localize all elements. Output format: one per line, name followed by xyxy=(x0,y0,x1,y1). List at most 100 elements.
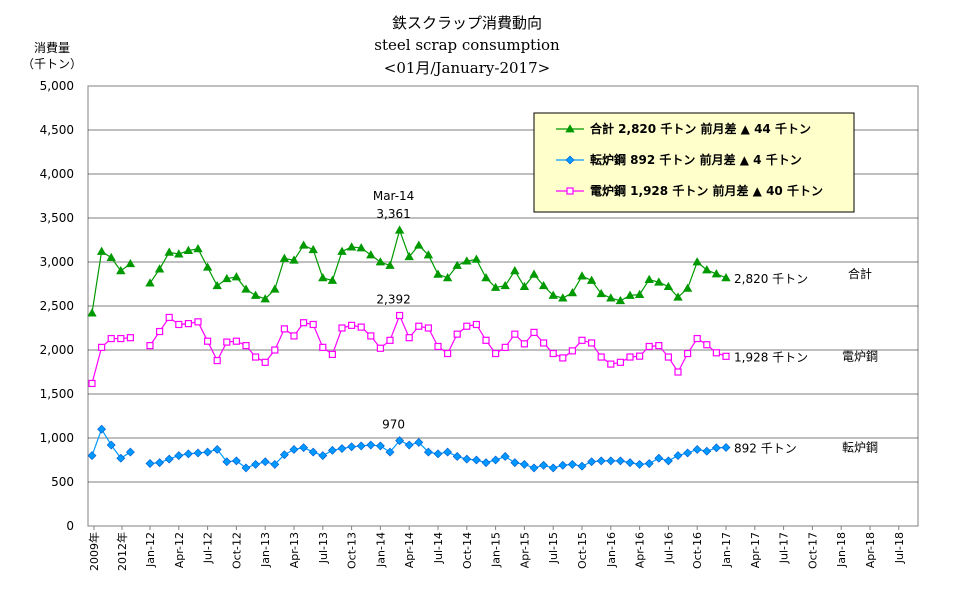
data-point xyxy=(721,273,731,282)
data-annotation: Mar-14 xyxy=(373,189,414,203)
data-point xyxy=(711,269,722,278)
data-point xyxy=(453,330,461,338)
y-tick-label: 1,500 xyxy=(40,387,74,401)
x-tick-label: Jan-12 xyxy=(144,532,157,568)
data-point xyxy=(308,244,318,254)
data-point xyxy=(260,294,270,303)
data-point xyxy=(683,448,693,458)
data-point xyxy=(644,274,654,284)
series-name-label: 転炉鋼 xyxy=(842,441,878,455)
x-tick-label: Oct-13 xyxy=(346,532,359,569)
y-tick-label: 1,000 xyxy=(40,431,74,445)
data-point xyxy=(385,260,395,269)
data-point xyxy=(346,242,357,251)
data-point xyxy=(126,334,135,342)
data-point xyxy=(500,280,510,290)
x-tick-label: Oct-17 xyxy=(806,532,819,569)
data-point xyxy=(491,455,501,465)
data-point xyxy=(472,320,480,329)
data-point xyxy=(501,343,509,351)
data-point xyxy=(529,463,539,473)
data-point xyxy=(607,360,615,368)
data-point xyxy=(597,353,605,361)
end-value-label: 892 千トン xyxy=(734,442,797,456)
data-point xyxy=(223,338,231,346)
legend-entry: 電炉鋼 1,928 千トン 前月差 ▲ 40 千トン xyxy=(590,183,823,198)
x-tick-label: Jul-13 xyxy=(317,532,330,564)
x-tick-label: Apr-15 xyxy=(518,532,531,568)
data-point xyxy=(520,340,529,348)
data-point xyxy=(587,457,597,467)
y-tick-label: 3,500 xyxy=(40,211,74,225)
data-point xyxy=(367,332,375,340)
data-point xyxy=(539,339,548,347)
data-point xyxy=(500,452,510,461)
data-point xyxy=(327,445,337,455)
data-point xyxy=(692,445,702,454)
data-point xyxy=(97,343,106,351)
series-diamond xyxy=(87,424,731,473)
data-point xyxy=(423,447,433,457)
chart-title: 鉄スクラップ消費動向 xyxy=(392,14,542,32)
x-tick-label: Apr-17 xyxy=(749,532,762,568)
x-tick-label: Jul-18 xyxy=(893,532,906,564)
data-point xyxy=(222,273,232,283)
x-tick-label: Oct-15 xyxy=(576,532,589,569)
data-point xyxy=(443,447,453,457)
data-point xyxy=(386,336,394,344)
x-tick-label: Apr-16 xyxy=(634,532,647,568)
x-tick-label: 2012年 xyxy=(115,532,129,571)
data-point xyxy=(154,264,165,273)
data-point xyxy=(702,265,712,274)
data-point xyxy=(539,460,549,470)
data-point xyxy=(231,272,242,281)
data-point xyxy=(193,243,203,253)
x-tick-label: Jan-17 xyxy=(720,532,733,568)
data-point xyxy=(107,334,115,343)
data-point xyxy=(318,273,328,282)
data-point xyxy=(271,346,279,354)
data-point xyxy=(356,441,366,451)
legend-marker xyxy=(566,187,574,195)
y-tick-label: 3,000 xyxy=(40,255,74,269)
data-point xyxy=(366,440,376,450)
data-point xyxy=(232,337,240,345)
data-point xyxy=(260,457,270,467)
data-point xyxy=(164,454,174,464)
data-point xyxy=(433,449,443,459)
y-axis-ticks: 0 500 1,000 1,500 2,000 2,500 3,000 3,500 4,000 4… xyxy=(40,79,74,533)
data-point xyxy=(664,353,673,361)
data-point xyxy=(174,451,184,461)
data-point xyxy=(348,321,356,329)
data-point xyxy=(606,456,616,466)
data-annotation: 3,361 xyxy=(376,207,410,221)
data-point xyxy=(204,337,212,345)
data-point xyxy=(663,281,674,291)
x-tick-label: Jan-14 xyxy=(374,532,387,568)
data-point xyxy=(280,325,288,333)
legend-entry: 転炉鋼 892 千トン 前月差 ▲ 4 千トン xyxy=(590,152,802,167)
y-tick-label: 0 xyxy=(66,519,74,533)
data-point xyxy=(596,288,606,298)
data-point xyxy=(213,356,221,365)
data-point xyxy=(519,459,529,469)
data-point xyxy=(328,350,336,358)
data-point xyxy=(404,251,414,261)
data-point xyxy=(97,424,107,434)
data-point xyxy=(106,440,116,450)
data-point xyxy=(309,320,317,329)
series-square xyxy=(88,311,730,388)
end-value-label: 2,820 千トン xyxy=(734,272,808,286)
x-tick-label: Apr-12 xyxy=(173,532,186,568)
data-point xyxy=(212,280,222,290)
data-point xyxy=(511,330,519,338)
data-point xyxy=(568,347,577,355)
data-point xyxy=(347,442,357,452)
data-point xyxy=(298,240,309,249)
data-point xyxy=(538,280,549,290)
x-tick-label: Jul-14 xyxy=(432,532,445,564)
data-point xyxy=(366,250,376,259)
data-point xyxy=(434,342,442,351)
data-point xyxy=(165,313,173,322)
